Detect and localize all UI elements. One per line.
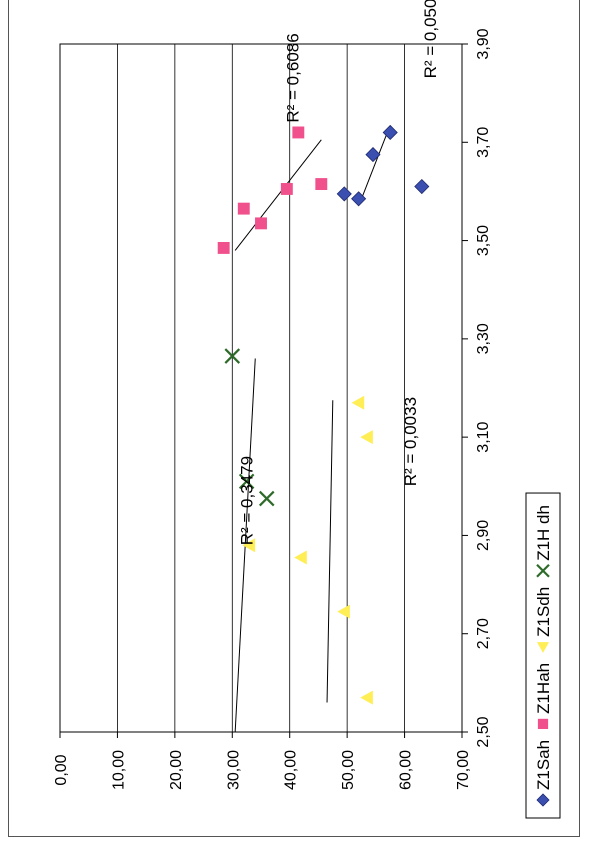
x-tick-label: 2,70 bbox=[475, 618, 492, 649]
data-point-z1sdh bbox=[360, 690, 373, 705]
value-tick-label: 50,00 bbox=[340, 750, 357, 790]
plot-background bbox=[59, 43, 463, 733]
legend-item: Z1Hah bbox=[534, 663, 553, 730]
r-squared-label: R² = 0,0033 bbox=[401, 397, 420, 486]
data-point-z1sah bbox=[414, 178, 430, 195]
data-point-z1sdh bbox=[337, 604, 350, 619]
trendline bbox=[361, 132, 388, 199]
data-point-z1hah bbox=[292, 126, 305, 139]
data-points bbox=[217, 124, 430, 705]
value-tick-label: 20,00 bbox=[168, 750, 185, 790]
legend-item: Z1Sah bbox=[534, 740, 553, 807]
value-tick-label: 60,00 bbox=[398, 750, 415, 790]
data-point-z1h-dh bbox=[258, 490, 275, 507]
legend: Z1Sah Z1Hah Z1Sdh Z1H dh bbox=[525, 492, 561, 819]
legend-marker bbox=[537, 642, 549, 653]
legend-label: Z1Sah bbox=[534, 740, 553, 790]
x-tick-label: 2,50 bbox=[475, 716, 492, 747]
data-point-z1sdh bbox=[351, 395, 365, 410]
data-point-z1hah bbox=[280, 183, 293, 195]
x-tick-label: 3,50 bbox=[475, 225, 492, 256]
value-tick-label: 10,00 bbox=[110, 750, 127, 790]
data-point-z1sdh bbox=[360, 430, 373, 445]
plot-area bbox=[59, 43, 463, 733]
trendline bbox=[326, 400, 334, 703]
x-tick-label: 3,70 bbox=[475, 127, 492, 158]
value-tick-label: 70,00 bbox=[455, 750, 472, 790]
data-point-z1hah bbox=[255, 217, 267, 230]
x-tick-label: 2,90 bbox=[475, 520, 492, 551]
x-tick-label: 3,10 bbox=[475, 421, 492, 452]
annotations: R² = 0,0509 R² = 0,6086 R² = 0,0033 R² = 0,… bbox=[237, 0, 440, 545]
data-point-z1h-dh bbox=[238, 473, 255, 490]
trendline bbox=[234, 139, 322, 251]
data-point-z1sah bbox=[365, 147, 381, 163]
legend-marker bbox=[537, 718, 549, 730]
chart-frame bbox=[8, 0, 580, 837]
legend-marker bbox=[536, 564, 550, 578]
grid-lines bbox=[117, 44, 405, 732]
x-tick-label: 3,90 bbox=[475, 28, 492, 59]
data-point-z1hah bbox=[217, 241, 230, 254]
r-squared-label: R² = 0,3479 bbox=[237, 456, 256, 545]
data-point-z1sah bbox=[336, 186, 352, 202]
legend-item: Z1Sdh bbox=[534, 587, 553, 653]
axes: 0,00 10,00 20,00 30,00 40,00 50,00 60,00 70,002… bbox=[53, 28, 492, 790]
value-tick-label: 30,00 bbox=[225, 750, 242, 790]
value-tick-label: 40,00 bbox=[283, 750, 300, 790]
legend-box bbox=[525, 492, 561, 819]
data-point-z1sah bbox=[382, 124, 398, 141]
legend-marker bbox=[536, 793, 550, 807]
x-tick-label: 3,30 bbox=[475, 323, 492, 354]
legend-label: Z1H dh bbox=[534, 505, 553, 561]
data-point-z1hah bbox=[237, 202, 250, 215]
data-point-z1hah bbox=[315, 178, 328, 191]
data-point-z1sdh bbox=[294, 550, 307, 565]
legend-item: Z1H dh bbox=[534, 505, 553, 578]
legend-label: Z1Hah bbox=[534, 663, 553, 714]
r-squared-label: R² = 0,6086 bbox=[283, 33, 302, 122]
data-point-z1sah bbox=[351, 191, 367, 207]
data-point-z1sdh bbox=[242, 538, 256, 553]
legend-label: Z1Sdh bbox=[534, 587, 553, 637]
value-tick-label: 0,00 bbox=[53, 754, 70, 785]
r-squared-label: R² = 0,0509 bbox=[421, 0, 440, 78]
data-point-z1h-dh bbox=[224, 348, 241, 364]
